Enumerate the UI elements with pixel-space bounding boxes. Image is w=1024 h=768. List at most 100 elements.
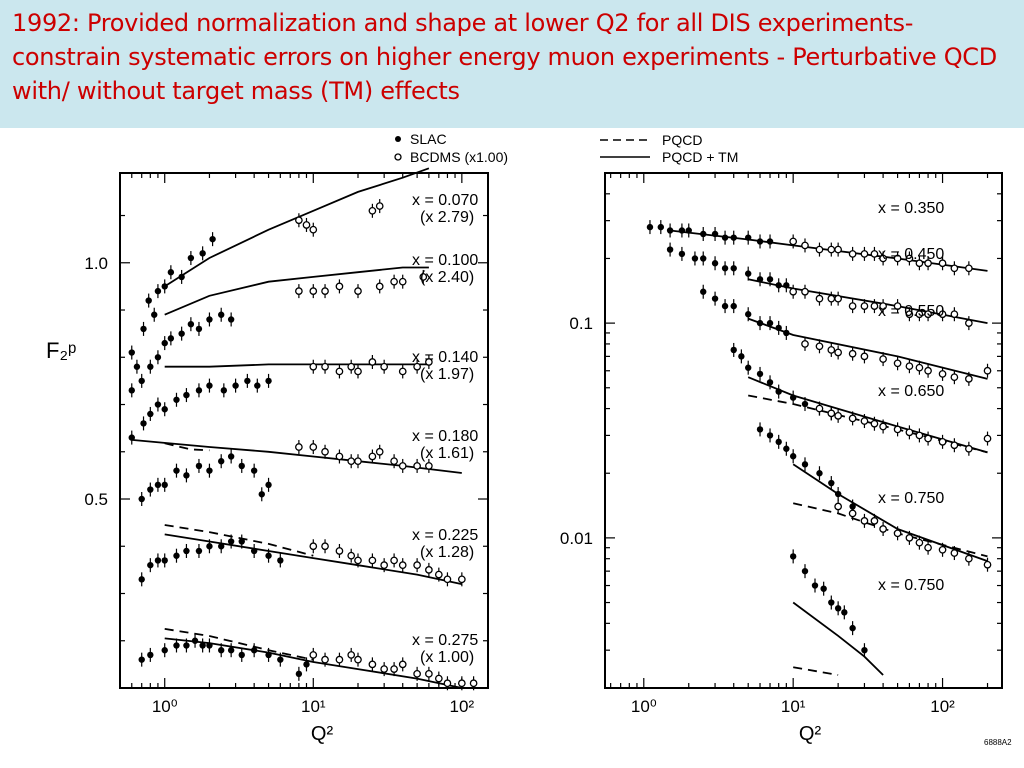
bcdms-point [309, 287, 318, 295]
slac-point [128, 387, 135, 394]
slac-point [766, 238, 774, 245]
slac-point [775, 388, 782, 395]
bcdms-point [335, 452, 344, 461]
slac-point [766, 379, 774, 386]
bcdms-point [443, 679, 452, 688]
slac-point [265, 377, 272, 385]
bcdms-point [309, 542, 318, 551]
slac-point [199, 642, 206, 649]
bcdms-point [380, 561, 389, 570]
slac-point [138, 495, 145, 503]
slac-point [801, 567, 809, 575]
bcdms-point [354, 457, 362, 466]
bcdms-point [938, 310, 947, 319]
slac-point [250, 647, 258, 654]
series-label: x = 0.225 [412, 527, 478, 544]
slac-point [775, 438, 782, 446]
series-label: x = 0.550 [878, 303, 944, 320]
bcdms-point [834, 348, 842, 357]
bcdms-point [390, 665, 398, 673]
bcdms-point [789, 287, 798, 296]
bcdms-point [354, 287, 362, 295]
series-1: x = 0.070(x 2.79) [128, 167, 478, 374]
bcdms-point [924, 434, 932, 443]
slac-point [195, 462, 203, 470]
series-6: x = 0.275(x 1.00) [138, 628, 478, 691]
bcdms-point [321, 447, 329, 456]
slac-point [678, 250, 686, 258]
bcdms-point [335, 547, 344, 555]
slac-point [244, 377, 251, 385]
slac-point [766, 276, 774, 283]
bcdms-point [375, 282, 384, 291]
slac-point [147, 561, 154, 569]
bcdms-point [347, 651, 356, 659]
bcdms-point [834, 502, 842, 511]
pqcd-curve [793, 502, 988, 558]
slac-point [187, 320, 195, 328]
bcdms-point [309, 362, 318, 371]
bcdms-point [924, 366, 932, 375]
bcdms-point [965, 375, 973, 383]
slac-point [783, 445, 790, 452]
bcdms-point [335, 367, 344, 376]
slac-point [138, 377, 145, 385]
x-tick-label: 10⁰ [631, 697, 657, 716]
bcdms-point [915, 538, 924, 547]
bcdms-point [390, 556, 398, 565]
slac-point [250, 547, 258, 555]
x-axis-label: Q² [311, 723, 334, 745]
slac-point [183, 642, 190, 649]
legend: SLAC BCDMS (x1.00) PQCD PQCD + TM [394, 131, 738, 165]
slac-point [861, 646, 868, 654]
x-axis-label: Q² [799, 723, 822, 745]
series-5: x = 0.750 [756, 422, 992, 572]
slac-point [209, 235, 216, 243]
slac-point [173, 467, 180, 474]
slac-point [721, 302, 729, 310]
bcdms-point [295, 443, 303, 451]
right-panel: 10⁰ 10¹ 10² 0.1 0.01 Q² x = 0.350 x = 0.450 x = … [560, 172, 1003, 745]
slac-point [206, 316, 213, 323]
bcdms-point [801, 287, 809, 296]
slac-point [206, 642, 213, 649]
bcdms-point [950, 549, 959, 557]
slac-point [745, 364, 752, 371]
series-label: x = 0.140 [412, 349, 478, 366]
bcdms-point [950, 264, 959, 273]
bcdms-point [834, 412, 842, 420]
slac-point [195, 325, 203, 333]
slac-point [295, 670, 303, 678]
bcdms-point [815, 342, 824, 351]
series-label: x = 0.350 [878, 200, 944, 217]
slac-point [128, 349, 135, 356]
x-tick-label: 10¹ [301, 697, 326, 716]
bcdms-point [848, 250, 857, 258]
bcdms-point [860, 250, 869, 258]
bcdms-point [879, 254, 887, 263]
slac-point [167, 269, 175, 276]
slac-point [178, 330, 185, 337]
slac-point [199, 250, 206, 257]
slac-point [206, 467, 213, 474]
bcdms-point [398, 660, 407, 669]
slac-point [745, 311, 752, 318]
bcdms-point [893, 359, 902, 368]
slac-point [161, 283, 168, 290]
bcdms-point [368, 452, 377, 461]
bcdms-point [848, 509, 857, 518]
bcdms-point [390, 457, 398, 466]
bcdms-point [368, 358, 377, 366]
slac-point [756, 370, 764, 378]
bcdms-point [860, 417, 869, 425]
bcdms-point [870, 419, 879, 428]
bcdms-point [915, 310, 924, 319]
series-2: x = 0.100(x 2.40) [128, 252, 478, 398]
slac-point [161, 647, 168, 654]
slac-point [834, 605, 842, 612]
bcdms-point [827, 346, 836, 354]
y-tick-label: 0.01 [560, 529, 593, 548]
slac-point [756, 426, 764, 433]
slide-title: 1992: Provided normalization and shape a… [12, 9, 997, 105]
bcdms-point [915, 431, 924, 440]
